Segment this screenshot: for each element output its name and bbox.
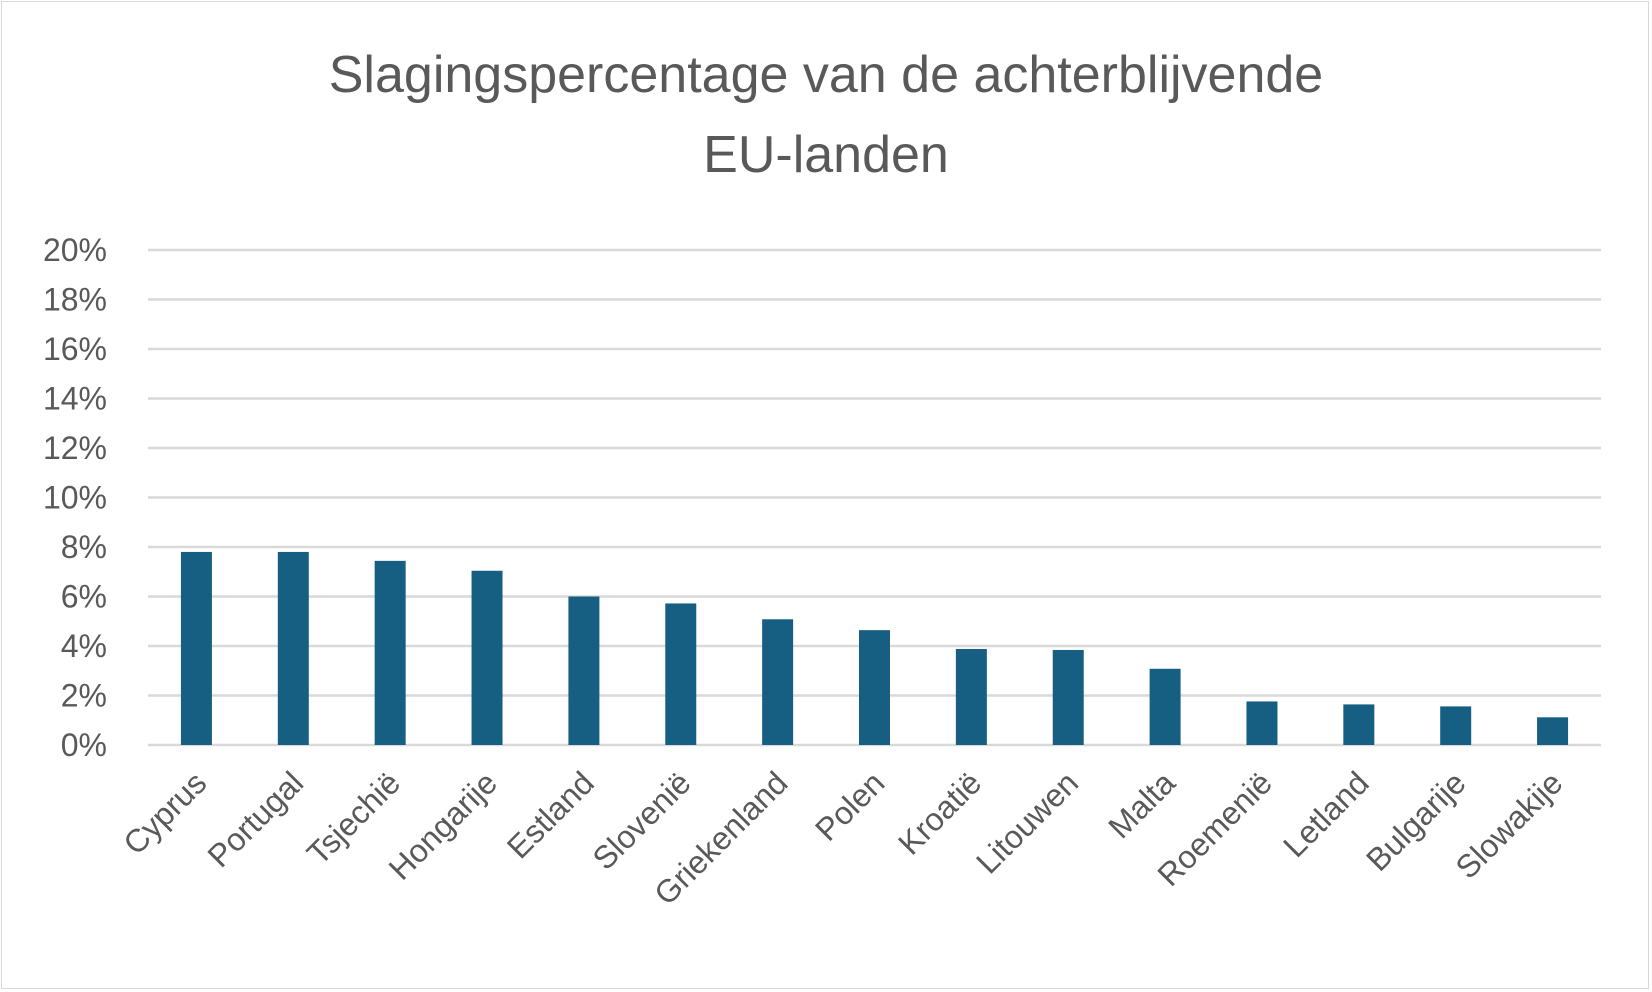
bar-polen <box>859 630 890 745</box>
x-tick-label: Slowakije <box>1448 764 1569 885</box>
y-tick-label: 8% <box>61 529 107 565</box>
x-tick-label: Malta <box>1101 764 1182 845</box>
chart-title-line-2: EU-landen <box>703 126 949 184</box>
x-tick-label: Litouwen <box>969 764 1085 880</box>
bar-cyprus <box>180 551 212 745</box>
y-tick-label: 12% <box>43 430 107 466</box>
x-tick-label: Portugal <box>201 764 311 874</box>
y-tick-label: 18% <box>43 282 107 318</box>
bar-estland <box>568 596 600 745</box>
y-tick-label: 4% <box>61 628 107 664</box>
y-tick-label: 6% <box>61 579 107 615</box>
y-tick-label: 0% <box>61 727 107 763</box>
y-tick-label: 14% <box>43 381 107 417</box>
bar-roemenië <box>1246 701 1278 745</box>
bar-portugal <box>277 551 309 745</box>
chart-title-line-1: Slagingspercentage van de achterblijvend… <box>329 46 1323 104</box>
x-tick-label: Cyprus <box>116 764 213 861</box>
bar-malta <box>1149 668 1181 745</box>
x-tick-label: Polen <box>808 764 891 847</box>
x-tick-label: Hongarije <box>382 764 504 886</box>
bar-litouwen <box>1052 649 1084 745</box>
bar-slowakije <box>1537 717 1569 745</box>
bar-tsjechië <box>374 560 406 745</box>
bar-letland <box>1343 704 1375 745</box>
x-tick-label: Kroatië <box>891 764 988 861</box>
bar-griekenland <box>762 619 794 745</box>
y-tick-label: 10% <box>43 480 107 516</box>
bar-bulgarije <box>1440 706 1472 745</box>
y-tick-label: 16% <box>43 331 107 367</box>
x-tick-label: Letland <box>1276 764 1376 864</box>
bar-hongarije <box>471 570 503 745</box>
y-tick-label: 20% <box>43 232 107 268</box>
bar-kroatië <box>955 648 987 745</box>
bar-slovenië <box>665 603 697 745</box>
y-tick-label: 2% <box>61 678 107 714</box>
